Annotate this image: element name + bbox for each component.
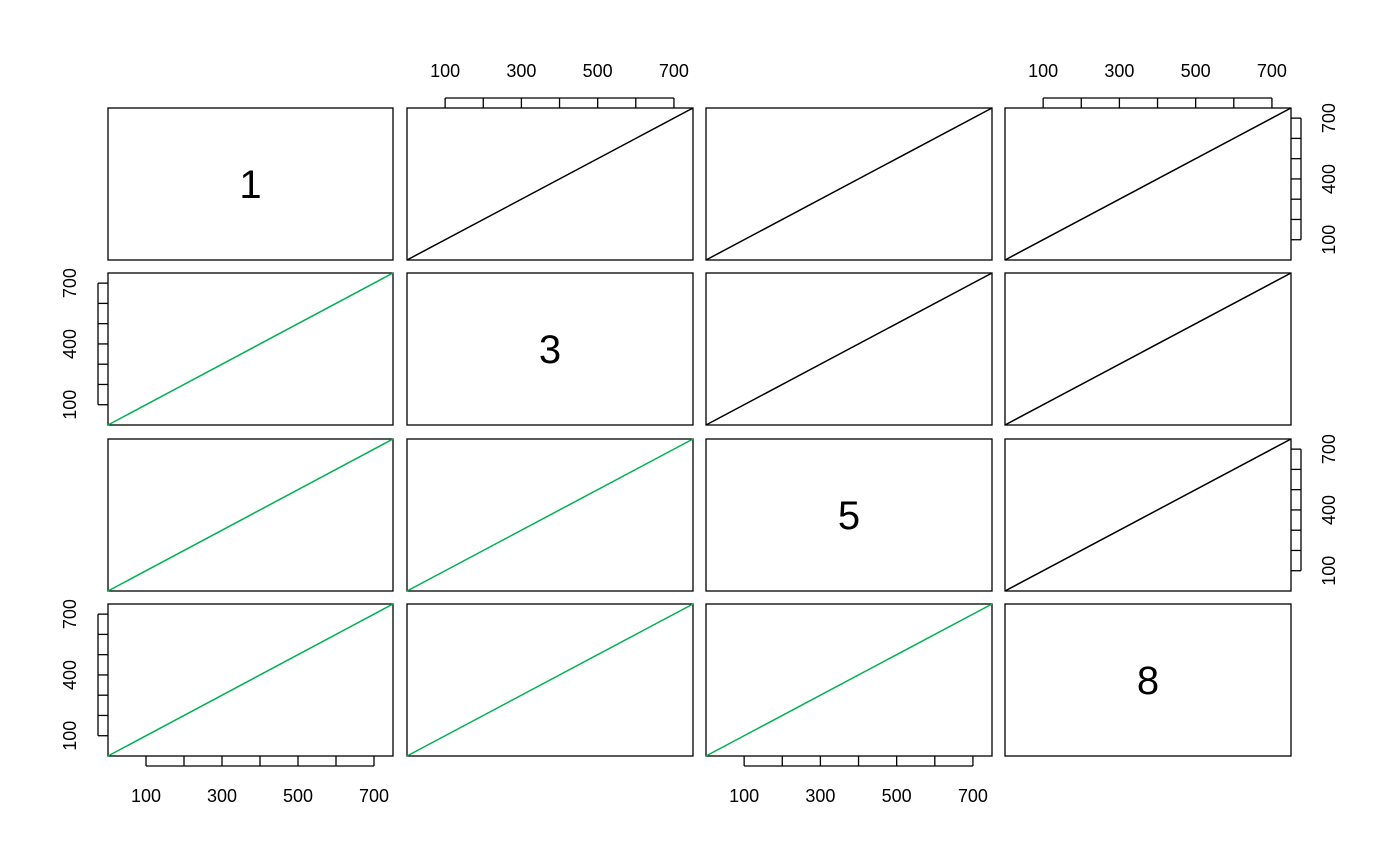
panel-frame [1004, 272, 1292, 426]
y-tick-label: 700 [60, 268, 80, 298]
line [1004, 438, 1292, 592]
panel-frame [406, 438, 694, 592]
line [107, 272, 394, 426]
panel-frame [1004, 603, 1292, 757]
line [705, 603, 993, 757]
x-tick-label: 700 [1257, 61, 1287, 81]
y-tick-label: 100 [60, 390, 80, 420]
line [406, 438, 694, 592]
y-tick-label: 100 [60, 721, 80, 751]
panel-frame [1004, 107, 1292, 261]
y-tick-label: 100 [1319, 556, 1339, 586]
x-tick-label: 500 [283, 786, 313, 806]
variable-label: 1 [239, 163, 261, 207]
x-tick-label: 500 [882, 786, 912, 806]
panel-frame [406, 107, 694, 261]
panel-frame [107, 272, 394, 426]
x-tick-label: 500 [583, 61, 613, 81]
x-tick-label: 300 [506, 61, 536, 81]
line [1004, 107, 1292, 261]
x-tick-label: 500 [1181, 61, 1211, 81]
panel-frame [705, 272, 993, 426]
panel-frame [107, 603, 394, 757]
y-tick-label: 700 [60, 599, 80, 629]
line [107, 438, 394, 592]
panel-frame [107, 107, 394, 261]
x-tick-label: 300 [1104, 61, 1134, 81]
panel-frame [406, 272, 694, 426]
y-tick-label: 100 [1319, 225, 1339, 255]
y-tick-label: 700 [1319, 103, 1339, 133]
panel-frame [1004, 438, 1292, 592]
x-tick-label: 100 [430, 61, 460, 81]
line [406, 107, 694, 261]
panel-frame [107, 438, 394, 592]
panel-frame [406, 603, 694, 757]
y-tick-label: 400 [1319, 164, 1339, 194]
line [1004, 272, 1292, 426]
y-tick-label: 400 [60, 660, 80, 690]
panel-frame [705, 107, 993, 261]
x-tick-label: 300 [207, 786, 237, 806]
variable-label: 3 [539, 328, 561, 372]
x-tick-label: 300 [805, 786, 835, 806]
panel-frame [705, 603, 993, 757]
line [107, 603, 394, 757]
x-tick-label: 700 [958, 786, 988, 806]
panel-frame [705, 438, 993, 592]
line [705, 272, 993, 426]
x-tick-label: 100 [1028, 61, 1058, 81]
x-tick-label: 700 [659, 61, 689, 81]
x-tick-label: 700 [359, 786, 389, 806]
variable-label: 8 [1137, 659, 1159, 703]
y-tick-label: 400 [60, 329, 80, 359]
variable-label: 5 [838, 494, 860, 538]
line [705, 107, 993, 261]
x-tick-label: 100 [131, 786, 161, 806]
line [406, 603, 694, 757]
y-tick-label: 700 [1319, 434, 1339, 464]
y-tick-label: 400 [1319, 495, 1339, 525]
x-tick-label: 100 [729, 786, 759, 806]
